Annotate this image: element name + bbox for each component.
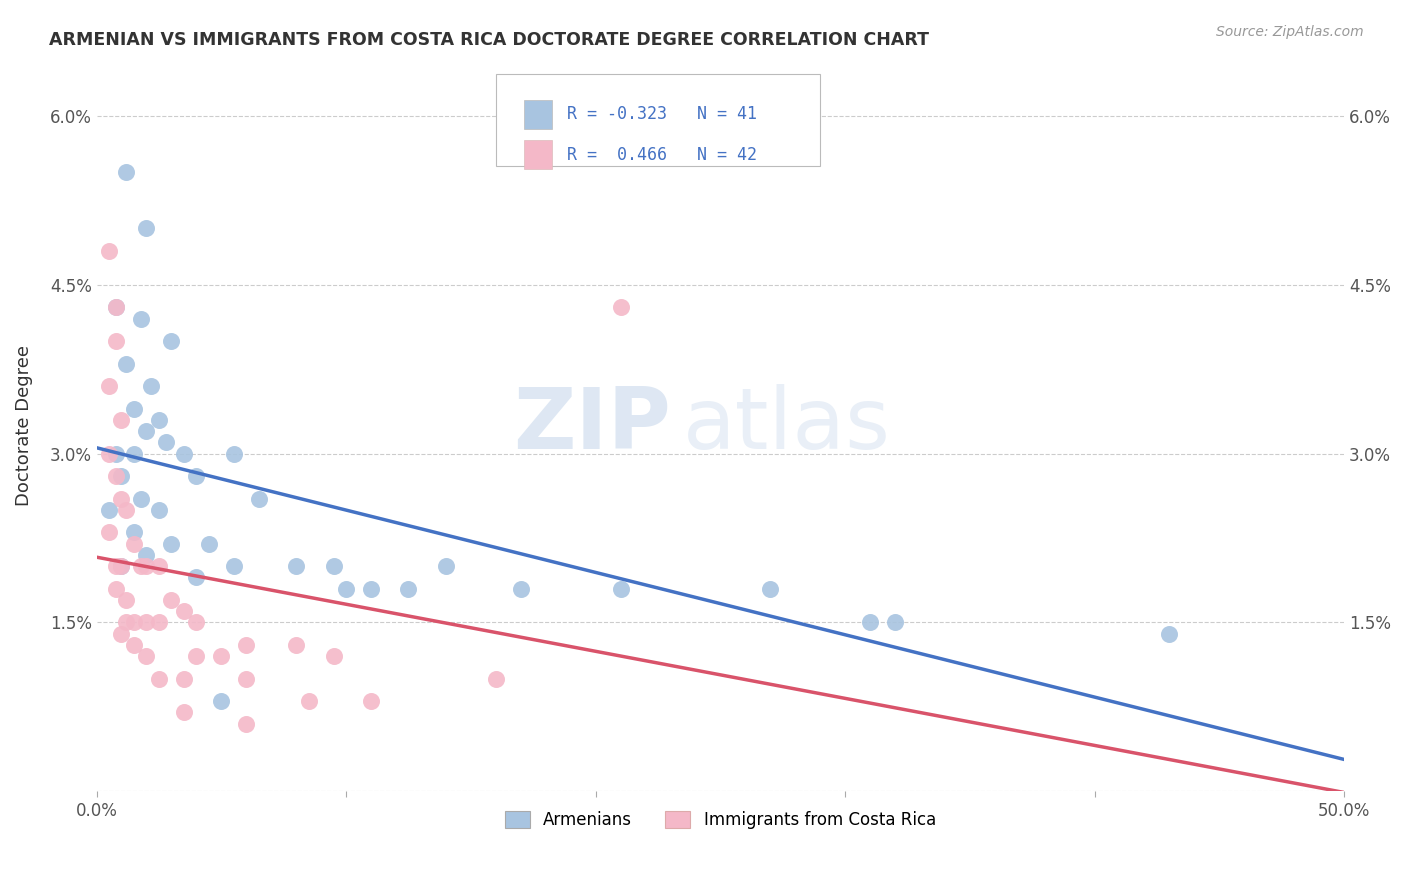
Point [122,525,145,540]
Point [186,469,208,483]
Point [247,491,270,506]
Point [135,615,157,630]
Point [105,559,128,574]
Legend: Armenians, Immigrants from Costa Rica: Armenians, Immigrants from Costa Rica [498,804,942,836]
Point [105,300,128,314]
Point [186,570,208,584]
Point [105,469,128,483]
Point [509,582,531,596]
Point [396,582,419,596]
Point [115,357,138,371]
Point [360,694,382,708]
Point [105,300,128,314]
Point [115,503,138,517]
Point [135,221,157,235]
Point [322,649,344,664]
Point [135,649,157,664]
Text: Source: ZipAtlas.com: Source: ZipAtlas.com [1216,25,1364,39]
Point [335,582,357,596]
Point [110,559,132,574]
Point [485,672,508,686]
Point [122,536,145,550]
Point [110,413,132,427]
Point [155,435,177,450]
Point [160,536,183,550]
Point [186,615,208,630]
Point [298,694,321,708]
Point [105,446,128,460]
Point [434,559,457,574]
Point [285,559,308,574]
Point [160,334,183,348]
FancyBboxPatch shape [524,140,553,169]
Y-axis label: Doctorate Degree: Doctorate Degree [15,345,32,506]
Point [98,446,121,460]
Point [115,615,138,630]
Point [105,582,128,596]
Point [148,615,170,630]
Point [135,424,157,438]
Point [131,311,153,326]
Point [209,694,232,708]
Point [1159,626,1181,640]
Point [173,706,195,720]
Point [148,503,170,517]
Point [122,446,145,460]
Point [173,604,195,618]
Text: R =  0.466   N = 42: R = 0.466 N = 42 [567,145,756,164]
Point [322,559,344,574]
Point [122,615,145,630]
Point [110,626,132,640]
Point [235,716,257,731]
Point [98,244,121,258]
Point [98,379,121,393]
Point [122,401,145,416]
Point [98,503,121,517]
Text: ARMENIAN VS IMMIGRANTS FROM COSTA RICA DOCTORATE DEGREE CORRELATION CHART: ARMENIAN VS IMMIGRANTS FROM COSTA RICA D… [49,31,929,49]
Point [222,559,245,574]
Text: R = -0.323   N = 41: R = -0.323 N = 41 [567,105,756,123]
Point [198,536,221,550]
FancyBboxPatch shape [496,74,820,166]
Point [222,446,245,460]
Point [115,593,138,607]
Point [235,672,257,686]
Point [115,165,138,179]
Point [110,469,132,483]
Point [148,672,170,686]
Point [131,491,153,506]
Point [859,615,882,630]
Point [360,582,382,596]
Point [98,525,121,540]
Text: ZIP: ZIP [513,384,671,467]
Point [148,413,170,427]
Point [160,593,183,607]
Text: atlas: atlas [683,384,891,467]
Point [609,300,631,314]
Point [759,582,782,596]
Point [135,559,157,574]
Point [173,672,195,686]
Point [148,559,170,574]
Point [110,559,132,574]
Point [235,638,257,652]
Point [609,582,631,596]
Point [122,638,145,652]
Point [141,379,163,393]
Point [173,446,195,460]
Point [209,649,232,664]
Point [186,649,208,664]
Point [285,638,308,652]
Point [110,491,132,506]
Point [105,334,128,348]
Point [135,548,157,562]
Point [131,559,153,574]
Point [884,615,907,630]
FancyBboxPatch shape [524,100,553,129]
